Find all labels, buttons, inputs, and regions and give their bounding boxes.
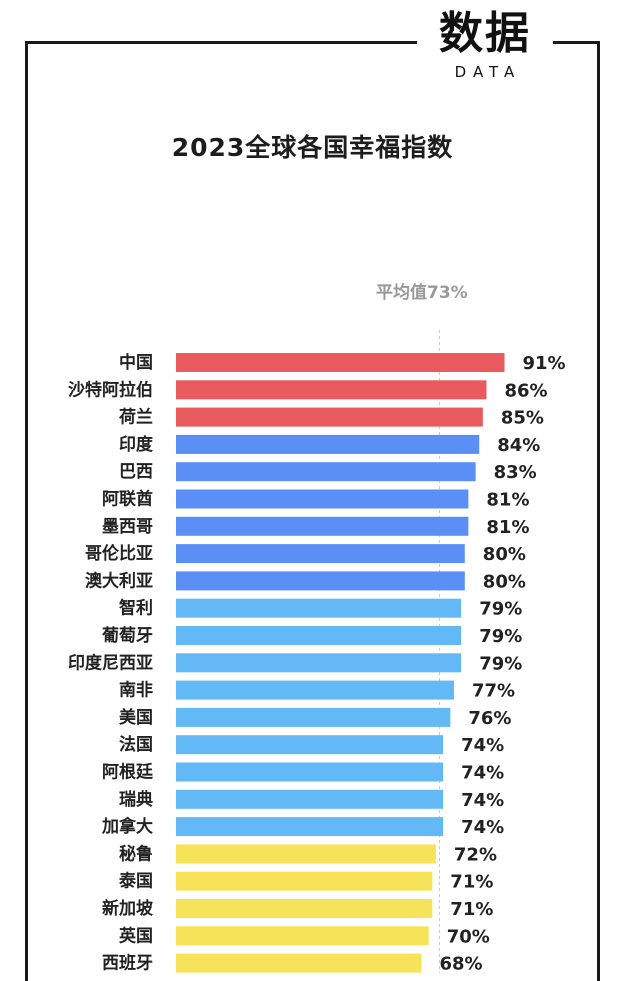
- category-label: 新加坡: [102, 898, 153, 919]
- category-label: 法国: [119, 734, 153, 755]
- category-label: 中国: [119, 352, 153, 373]
- frame-top-right: [553, 41, 600, 44]
- value-label: 79%: [479, 626, 522, 647]
- brand-logo: 数据 DATA: [420, 6, 550, 94]
- bar: [176, 462, 476, 482]
- value-label: 70%: [447, 926, 490, 947]
- category-label: 印度尼西亚: [68, 652, 153, 673]
- value-label: 86%: [504, 380, 547, 401]
- bar: [176, 353, 505, 372]
- value-label: 76%: [468, 708, 511, 729]
- category-label: 智利: [119, 598, 153, 619]
- value-label: 81%: [486, 490, 529, 511]
- value-label: 71%: [450, 899, 493, 920]
- bar: [176, 899, 433, 918]
- category-label: 葡萄牙: [101, 625, 153, 646]
- frame-right: [597, 41, 600, 981]
- bar: [176, 707, 451, 727]
- category-label: 墨西哥: [102, 517, 153, 537]
- category-label: 美国: [119, 707, 153, 728]
- value-label: 74%: [461, 790, 504, 811]
- bar: [176, 407, 483, 427]
- bar: [176, 434, 480, 454]
- value-label: 71%: [450, 872, 493, 893]
- category-label: 阿根廷: [102, 762, 154, 783]
- value-label: 77%: [472, 681, 515, 702]
- value-label: 72%: [454, 844, 497, 865]
- category-label: 荷兰: [119, 407, 153, 428]
- category-label: 秘鲁: [119, 843, 153, 864]
- category-label: 英国: [119, 925, 153, 946]
- bar: [176, 598, 462, 618]
- bar: [176, 953, 422, 973]
- brand-sub: DATA: [454, 63, 522, 81]
- bar: [176, 926, 429, 946]
- bar: [176, 789, 444, 809]
- chart-title: 2023全球各国幸福指数: [171, 133, 454, 162]
- value-label: 91%: [523, 353, 566, 374]
- bar: [176, 489, 469, 509]
- brand-name: 数据: [439, 8, 531, 59]
- category-label: 西班牙: [102, 954, 153, 973]
- value-label: 80%: [483, 571, 526, 592]
- value-label: 85%: [501, 408, 544, 429]
- value-label: 81%: [486, 517, 529, 538]
- value-label: 79%: [479, 599, 522, 620]
- bar: [176, 871, 433, 891]
- bar: [176, 516, 469, 536]
- value-label: 79%: [479, 653, 522, 674]
- bar: [176, 680, 454, 700]
- category-label: 澳大利亚: [85, 570, 153, 591]
- category-label: 哥伦比亚: [85, 543, 153, 564]
- category-label: 印度: [119, 434, 154, 455]
- category-label: 瑞典: [119, 789, 153, 810]
- value-label: 74%: [461, 817, 504, 838]
- bar: [176, 735, 444, 755]
- value-label: 83%: [494, 462, 537, 483]
- value-label: 68%: [439, 954, 482, 973]
- frame-top-left: [25, 41, 417, 44]
- bar: [176, 762, 444, 782]
- value-label: 84%: [497, 435, 540, 456]
- value-label: 80%: [483, 544, 526, 565]
- average-label: 平均值73%: [376, 282, 468, 303]
- value-label: 74%: [461, 763, 504, 784]
- bar: [176, 844, 436, 864]
- value-label: 74%: [461, 735, 504, 756]
- category-label: 泰国: [119, 871, 153, 892]
- category-label: 加拿大: [101, 816, 153, 837]
- category-label: 南非: [119, 680, 153, 701]
- bar: [176, 817, 444, 837]
- category-label: 沙特阿拉伯: [68, 379, 153, 400]
- bar: [176, 626, 462, 645]
- bar: [176, 380, 487, 400]
- category-label: 巴西: [119, 462, 153, 482]
- bar: [176, 571, 465, 591]
- bar: [176, 653, 462, 673]
- frame-left: [25, 41, 28, 981]
- bar: [176, 544, 465, 564]
- category-label: 阿联酋: [102, 489, 153, 510]
